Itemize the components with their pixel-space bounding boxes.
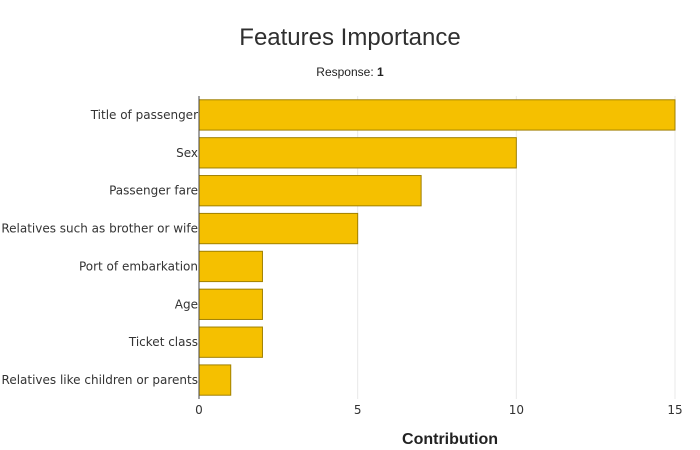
- bars: [198, 99, 676, 396]
- bar: [198, 288, 263, 320]
- bar: [198, 99, 676, 131]
- bar: [198, 137, 517, 169]
- category-label: Relatives like children or parents: [2, 373, 198, 387]
- bar: [198, 364, 232, 396]
- category-label: Passenger fare: [109, 184, 198, 198]
- bar: [198, 250, 263, 283]
- category-label: Title of passenger: [90, 108, 198, 122]
- subtitle-value: 1: [377, 65, 384, 79]
- subtitle-label: Response:: [316, 65, 377, 79]
- category-label: Ticket class: [128, 335, 198, 349]
- category-labels: Title of passenger Sex Passenger fare Relat…: [1, 108, 198, 387]
- category-label: Sex: [176, 146, 198, 160]
- category-label: Age: [175, 297, 198, 311]
- category-label: Relatives such as brother or wife: [1, 222, 198, 236]
- x-axis-label: Contribution: [402, 431, 498, 448]
- chart-subtitle: Response: 1: [316, 65, 384, 79]
- x-tick-label: 5: [354, 403, 362, 417]
- chart-title: Features Importance: [239, 24, 460, 51]
- x-tick-label: 15: [667, 403, 682, 417]
- x-tick-labels: 0 5 10 15: [195, 403, 682, 417]
- bar: [198, 326, 263, 358]
- bar: [198, 212, 359, 245]
- category-label: Port of embarkation: [79, 259, 198, 273]
- x-tick-label: 10: [509, 403, 524, 417]
- x-tick-label: 0: [195, 403, 203, 417]
- bar: [198, 175, 422, 207]
